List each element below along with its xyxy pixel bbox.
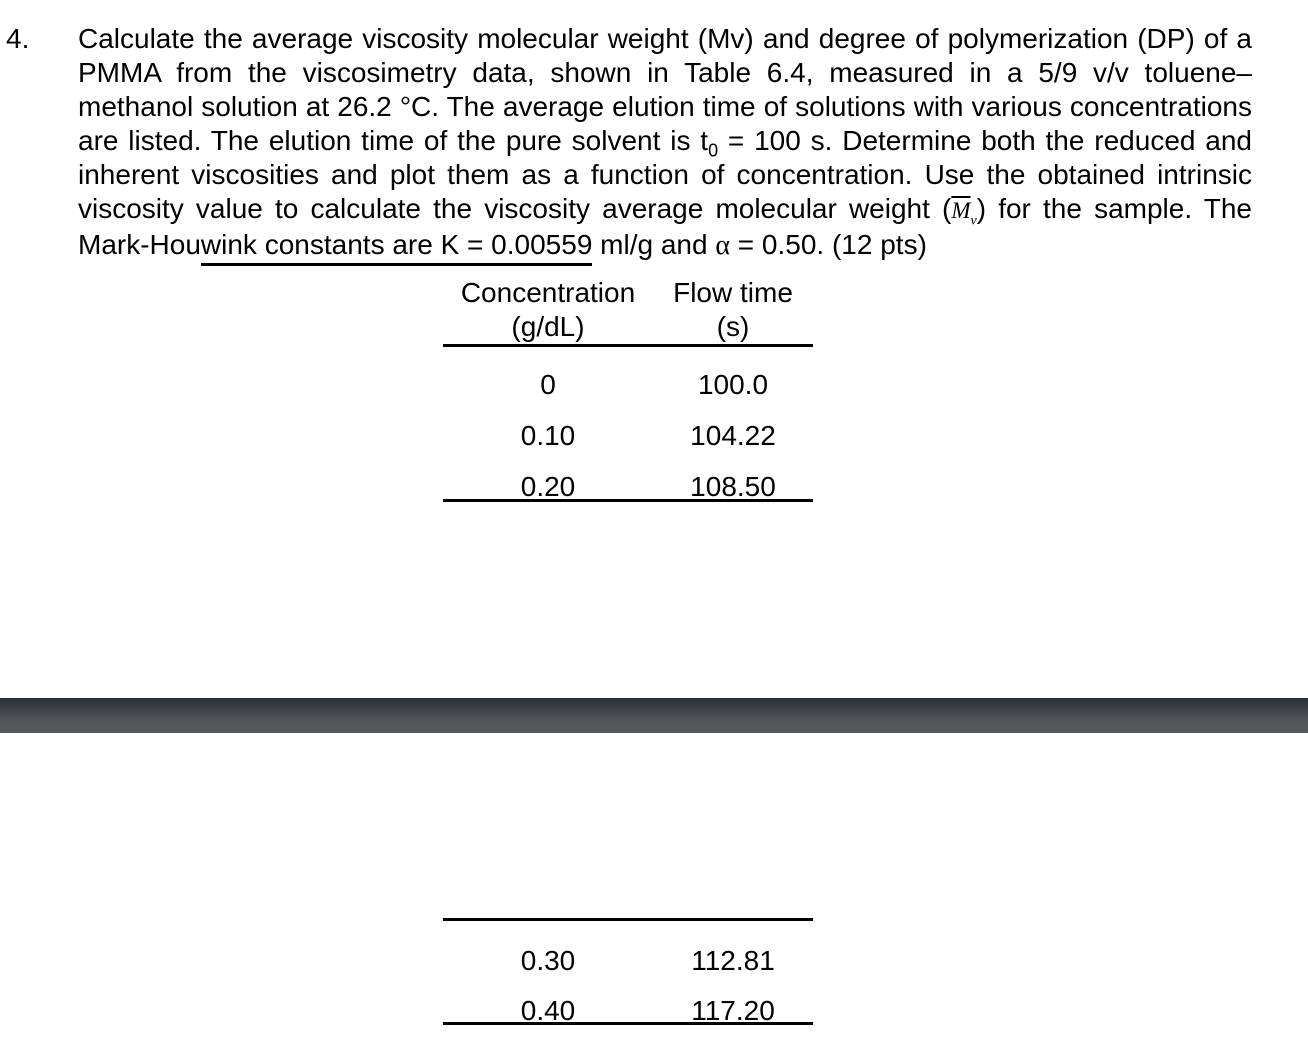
problem-block: 4. Calculate the average viscosity molec… [6, 22, 1253, 266]
cell-flow-time: 104.22 [690, 420, 776, 451]
problem-text-part4: ml/g and [592, 229, 716, 260]
cell-flow-time: 108.50 [690, 471, 776, 502]
cell-flow-time: 117.20 [691, 995, 775, 1026]
mv-bar-symbol: M [951, 198, 971, 223]
table-row: 0.10 104.22 [443, 421, 813, 451]
alpha-symbol: α [715, 230, 731, 261]
cell-concentration: 0 [540, 369, 556, 400]
cell-concentration: 0.10 [520, 420, 576, 451]
table-row: 0.30 112.81 [443, 946, 813, 976]
problem-text-part3: ) for the sample. The Mark-Hou [78, 193, 1252, 260]
col-header-flow-time: Flow time [673, 277, 793, 308]
cell-flow-time: 100.0 [697, 369, 769, 400]
cell-concentration: 0.20 [520, 471, 576, 502]
col-unit-flow-time: (s) [716, 311, 750, 342]
t-zero-subscript: 0 [708, 140, 719, 161]
table-top-rule [443, 918, 813, 921]
cell-concentration: 0.30 [520, 945, 576, 976]
page-break-separator [0, 698, 1308, 733]
cell-flow-time: 112.81 [691, 945, 775, 976]
problem-text-part5: = 0.50. (12 pts) [730, 229, 927, 260]
mv-bar-subscript: v [970, 213, 977, 229]
problem-number: 4. [6, 23, 30, 54]
table-unit-row: (g/dL) (s) [443, 312, 813, 342]
table-header-rule [443, 344, 813, 347]
col-unit-concentration: (g/dL) [511, 311, 585, 342]
table-row: 0.40 117.20 [443, 996, 813, 1026]
problem-text-part2: = 100 s. Determine both the reduced and … [78, 125, 1253, 224]
viscosity-table-page1: Concentration Flow time (g/dL) (s) 0 100… [443, 278, 813, 502]
cell-concentration: 0.40 [520, 995, 576, 1026]
underlined-mark-houwink-constants: wink constants are K = 0.00559 [200, 229, 593, 266]
viscosity-table-page2: 0.30 112.81 0.40 117.20 [443, 918, 813, 1026]
table-header-row: Concentration Flow time [443, 278, 813, 308]
table-row: 0.20 108.50 [443, 472, 813, 502]
table-bottom-rule [443, 499, 813, 502]
problem-statement: Calculate the average viscosity molecula… [78, 22, 1253, 266]
table-row: 0 100.0 [443, 370, 813, 400]
table-bottom-rule [443, 1022, 813, 1025]
col-header-concentration: Concentration [460, 277, 636, 308]
problem-text-part1: Calculate the average viscosity molecula… [78, 23, 1252, 156]
